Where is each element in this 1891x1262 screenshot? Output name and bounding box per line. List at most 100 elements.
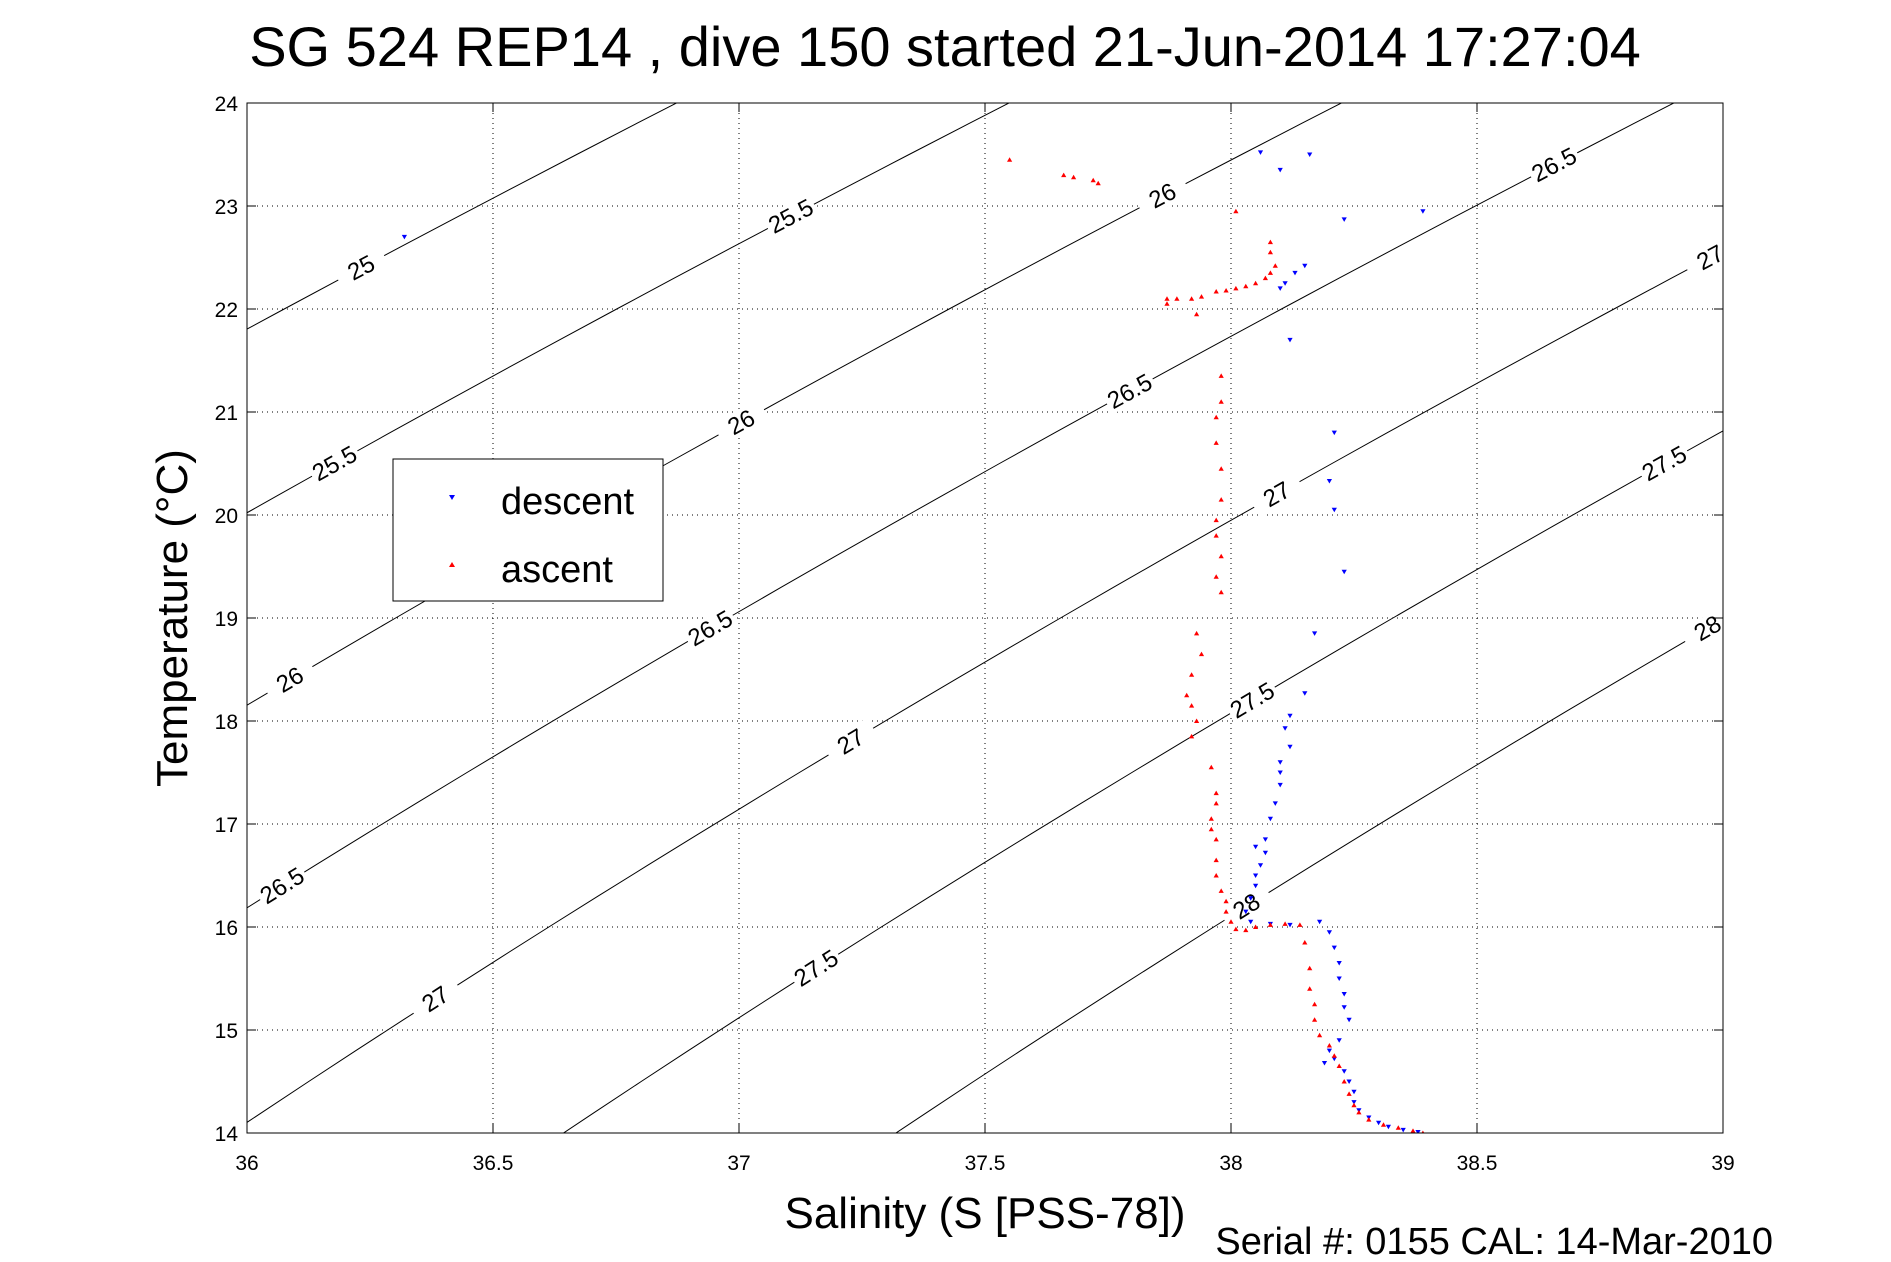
contour-label-bg [1101, 368, 1159, 415]
ascent-point [1007, 157, 1013, 162]
descent-point [1287, 744, 1293, 750]
ascent-point [1312, 1001, 1318, 1007]
contour-label-bg [762, 193, 820, 240]
ascent-point [1061, 172, 1067, 178]
ascent-point [1189, 703, 1195, 708]
ascent-point [1194, 718, 1200, 723]
contour-label-bg [1218, 882, 1275, 931]
contour-label-bg [822, 717, 880, 766]
contour-label-bg [1133, 172, 1192, 219]
descent-point [1341, 1005, 1347, 1010]
contour-label-bg [787, 944, 845, 993]
x-tick-label: 37 [727, 1152, 750, 1175]
ascent-point [1189, 672, 1195, 677]
contour-label-bg [1635, 440, 1693, 487]
data-points [401, 150, 1426, 1133]
ascent-point [1213, 414, 1219, 420]
ascent-point [1326, 1043, 1332, 1048]
descent-point [1277, 770, 1283, 775]
ascent-point [1267, 922, 1273, 927]
contour-label-bg [306, 440, 364, 487]
y-tick-label: 21 [215, 402, 238, 425]
descent-point [1312, 631, 1318, 636]
ascent-point [1194, 311, 1200, 317]
ascent-point [1356, 1109, 1362, 1115]
ascent-point [1302, 940, 1308, 945]
descent-point [1277, 782, 1283, 788]
density-contour [247, 250, 1723, 1123]
descent-point [1277, 760, 1283, 765]
contour-label-bg [1248, 471, 1306, 518]
chart-title: SG 524 REP14 , dive 150 started 21-Jun-2… [249, 15, 1641, 78]
descent-point [1341, 217, 1347, 222]
y-tick-label: 15 [215, 1020, 238, 1043]
ascent-point [1336, 1063, 1342, 1068]
axis-ticks: 36 36.5 37 37.5 38 38.5 39 14 15 16 17 18 19 20 21 22 23… [215, 93, 1735, 1175]
ascent-point [1331, 1053, 1337, 1058]
descent-point [1341, 569, 1347, 575]
density-contour [562, 430, 1723, 1133]
x-axis-label: Salinity (S [PSS-78]) [784, 1189, 1185, 1238]
y-tick-label: 22 [215, 299, 238, 322]
ascent-point [1194, 630, 1200, 636]
descent-point [1287, 922, 1293, 928]
ascent-point [1164, 296, 1170, 301]
ascent-point [1218, 466, 1224, 471]
contour-label-bg [253, 861, 311, 910]
ascent-point [1262, 275, 1268, 281]
ascent-point [1267, 239, 1273, 245]
descent-point [1277, 167, 1283, 173]
ascent-point [1218, 888, 1224, 893]
legend-descent-label: descent [501, 481, 635, 523]
legend-ascent-label: ascent [501, 549, 613, 591]
ascent-point [1312, 1017, 1318, 1022]
descent-point [1351, 1100, 1357, 1105]
descent-point [1336, 961, 1342, 966]
y-tick-label: 17 [215, 814, 238, 837]
ascent-point [1223, 909, 1229, 914]
ascent-point [1297, 922, 1303, 927]
ascent-point [1317, 1032, 1323, 1038]
descent-point [1248, 896, 1254, 901]
descent-point [1336, 1038, 1342, 1043]
ascent-point [1213, 857, 1219, 863]
descent-point [1385, 1124, 1391, 1130]
y-tick-label: 23 [215, 196, 238, 219]
ascent-point [1198, 651, 1205, 657]
descent-point [1277, 286, 1283, 291]
descent-point [1262, 837, 1268, 842]
descent-point [1376, 1120, 1382, 1126]
legend-descent-marker [449, 495, 455, 500]
ascent-point [1213, 289, 1219, 294]
descent-point [1400, 1127, 1406, 1133]
descent-point [1326, 479, 1332, 484]
contour-label-bg [1223, 676, 1281, 725]
contour-label-bg [407, 974, 464, 1024]
descent-point [1287, 713, 1293, 719]
contour-label-bg [681, 604, 739, 652]
descent-point [1243, 909, 1249, 915]
legend-ascent-marker [449, 562, 455, 567]
ascent-point [1213, 533, 1219, 538]
descent-point [1331, 430, 1337, 436]
descent-point [1346, 1017, 1352, 1023]
y-tick-label: 24 [215, 93, 239, 116]
ascent-point [1213, 517, 1219, 523]
ascent-point [1090, 177, 1096, 183]
legend-box [392, 458, 664, 602]
ascent-point [1218, 553, 1224, 559]
ascent-point [1267, 270, 1273, 275]
ascent-point [1218, 373, 1224, 378]
x-tick-label: 38.5 [1457, 1152, 1498, 1175]
serial-cal-footer: Serial #: 0155 CAL: 14-Mar-2010 [1215, 1221, 1773, 1262]
descent-point [1257, 863, 1264, 868]
ascent-point [1366, 1117, 1372, 1122]
descent-point [1292, 270, 1298, 276]
ascent-point [1421, 1130, 1425, 1133]
contour-label-bg [1681, 234, 1739, 281]
ascent-point [1351, 1102, 1357, 1108]
descent-point [1272, 801, 1278, 806]
ascent-point [1213, 574, 1219, 579]
contour-label-bg [261, 656, 319, 704]
descent-point [1267, 816, 1273, 822]
